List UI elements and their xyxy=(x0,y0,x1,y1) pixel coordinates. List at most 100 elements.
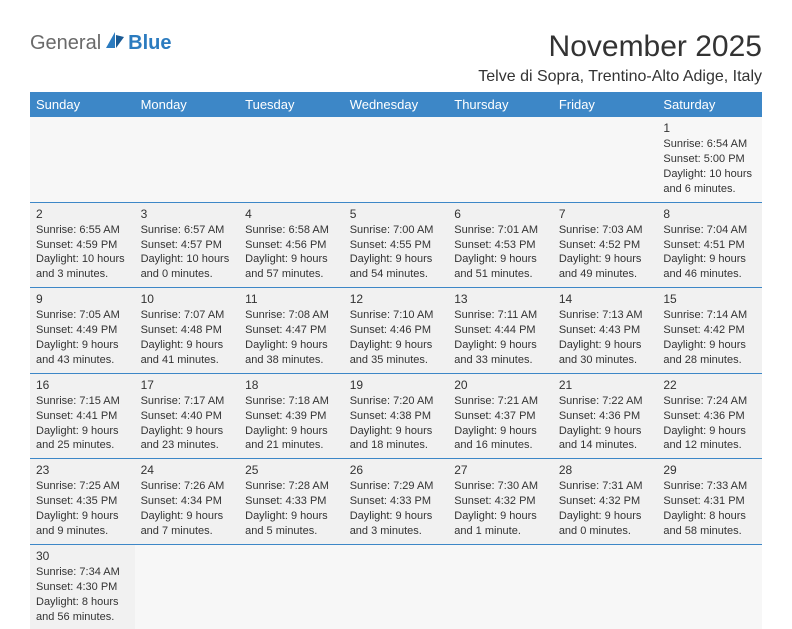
daylight-text: and 3 minutes. xyxy=(350,524,443,539)
sunset-text: Sunset: 4:42 PM xyxy=(663,323,756,338)
sunset-text: Sunset: 5:00 PM xyxy=(663,152,756,167)
sunrise-text: Sunrise: 7:26 AM xyxy=(141,479,234,494)
day-number: 2 xyxy=(36,206,129,222)
daylight-text: Daylight: 9 hours xyxy=(350,338,443,353)
calendar-day-cell: 17Sunrise: 7:17 AMSunset: 4:40 PMDayligh… xyxy=(135,373,240,459)
day-number: 30 xyxy=(36,548,129,564)
weekday-header: Friday xyxy=(553,92,658,117)
daylight-text: Daylight: 9 hours xyxy=(141,424,234,439)
daylight-text: and 18 minutes. xyxy=(350,438,443,453)
sunrise-text: Sunrise: 7:29 AM xyxy=(350,479,443,494)
calendar-week-row: 16Sunrise: 7:15 AMSunset: 4:41 PMDayligh… xyxy=(30,373,762,459)
sunrise-text: Sunrise: 7:31 AM xyxy=(559,479,652,494)
daylight-text: Daylight: 9 hours xyxy=(245,338,338,353)
sunrise-text: Sunrise: 7:33 AM xyxy=(663,479,756,494)
day-number: 6 xyxy=(454,206,547,222)
sunset-text: Sunset: 4:47 PM xyxy=(245,323,338,338)
day-number: 25 xyxy=(245,462,338,478)
calendar-day-cell: 23Sunrise: 7:25 AMSunset: 4:35 PMDayligh… xyxy=(30,459,135,545)
day-number: 4 xyxy=(245,206,338,222)
daylight-text: Daylight: 9 hours xyxy=(663,338,756,353)
daylight-text: Daylight: 9 hours xyxy=(245,252,338,267)
calendar-day-cell: 15Sunrise: 7:14 AMSunset: 4:42 PMDayligh… xyxy=(657,288,762,374)
day-number: 1 xyxy=(663,120,756,136)
calendar-week-row: 23Sunrise: 7:25 AMSunset: 4:35 PMDayligh… xyxy=(30,459,762,545)
daylight-text: and 49 minutes. xyxy=(559,267,652,282)
calendar-day-cell xyxy=(30,117,135,202)
day-number: 20 xyxy=(454,377,547,393)
daylight-text: Daylight: 9 hours xyxy=(245,424,338,439)
calendar-day-cell xyxy=(135,117,240,202)
calendar-day-cell: 16Sunrise: 7:15 AMSunset: 4:41 PMDayligh… xyxy=(30,373,135,459)
calendar-day-cell: 8Sunrise: 7:04 AMSunset: 4:51 PMDaylight… xyxy=(657,202,762,288)
daylight-text: Daylight: 9 hours xyxy=(559,424,652,439)
calendar-day-cell: 13Sunrise: 7:11 AMSunset: 4:44 PMDayligh… xyxy=(448,288,553,374)
sunrise-text: Sunrise: 7:24 AM xyxy=(663,394,756,409)
calendar-day-cell: 27Sunrise: 7:30 AMSunset: 4:32 PMDayligh… xyxy=(448,459,553,545)
daylight-text: Daylight: 9 hours xyxy=(141,338,234,353)
daylight-text: Daylight: 9 hours xyxy=(350,424,443,439)
daylight-text: and 25 minutes. xyxy=(36,438,129,453)
daylight-text: and 12 minutes. xyxy=(663,438,756,453)
sunset-text: Sunset: 4:32 PM xyxy=(559,494,652,509)
calendar-day-cell xyxy=(239,117,344,202)
sunrise-text: Sunrise: 6:58 AM xyxy=(245,223,338,238)
sunset-text: Sunset: 4:34 PM xyxy=(141,494,234,509)
sunrise-text: Sunrise: 7:10 AM xyxy=(350,308,443,323)
weekday-header: Wednesday xyxy=(344,92,449,117)
day-number: 7 xyxy=(559,206,652,222)
month-title: November 2025 xyxy=(549,30,762,64)
sunset-text: Sunset: 4:49 PM xyxy=(36,323,129,338)
calendar-day-cell: 6Sunrise: 7:01 AMSunset: 4:53 PMDaylight… xyxy=(448,202,553,288)
sunset-text: Sunset: 4:44 PM xyxy=(454,323,547,338)
daylight-text: Daylight: 9 hours xyxy=(350,252,443,267)
daylight-text: Daylight: 10 hours xyxy=(36,252,129,267)
calendar-day-cell: 11Sunrise: 7:08 AMSunset: 4:47 PMDayligh… xyxy=(239,288,344,374)
daylight-text: Daylight: 9 hours xyxy=(36,424,129,439)
daylight-text: and 51 minutes. xyxy=(454,267,547,282)
calendar-day-cell: 14Sunrise: 7:13 AMSunset: 4:43 PMDayligh… xyxy=(553,288,658,374)
daylight-text: and 28 minutes. xyxy=(663,353,756,368)
sunrise-text: Sunrise: 7:34 AM xyxy=(36,565,129,580)
sunset-text: Sunset: 4:33 PM xyxy=(350,494,443,509)
daylight-text: Daylight: 8 hours xyxy=(36,595,129,610)
day-number: 11 xyxy=(245,291,338,307)
daylight-text: Daylight: 9 hours xyxy=(454,509,547,524)
calendar-day-cell xyxy=(344,117,449,202)
calendar-week-row: 1Sunrise: 6:54 AMSunset: 5:00 PMDaylight… xyxy=(30,117,762,202)
calendar-day-cell xyxy=(553,544,658,629)
sunrise-text: Sunrise: 7:17 AM xyxy=(141,394,234,409)
daylight-text: and 57 minutes. xyxy=(245,267,338,282)
daylight-text: and 5 minutes. xyxy=(245,524,338,539)
day-number: 28 xyxy=(559,462,652,478)
day-number: 27 xyxy=(454,462,547,478)
daylight-text: Daylight: 9 hours xyxy=(141,509,234,524)
weekday-header: Thursday xyxy=(448,92,553,117)
weekday-header: Monday xyxy=(135,92,240,117)
daylight-text: and 16 minutes. xyxy=(454,438,547,453)
daylight-text: Daylight: 9 hours xyxy=(559,338,652,353)
calendar-day-cell: 22Sunrise: 7:24 AMSunset: 4:36 PMDayligh… xyxy=(657,373,762,459)
daylight-text: and 33 minutes. xyxy=(454,353,547,368)
daylight-text: Daylight: 9 hours xyxy=(559,252,652,267)
day-number: 3 xyxy=(141,206,234,222)
daylight-text: and 14 minutes. xyxy=(559,438,652,453)
daylight-text: and 41 minutes. xyxy=(141,353,234,368)
sunrise-text: Sunrise: 7:07 AM xyxy=(141,308,234,323)
calendar-day-cell: 4Sunrise: 6:58 AMSunset: 4:56 PMDaylight… xyxy=(239,202,344,288)
sunset-text: Sunset: 4:35 PM xyxy=(36,494,129,509)
day-number: 22 xyxy=(663,377,756,393)
daylight-text: Daylight: 9 hours xyxy=(454,338,547,353)
sunrise-text: Sunrise: 7:15 AM xyxy=(36,394,129,409)
day-number: 21 xyxy=(559,377,652,393)
sunset-text: Sunset: 4:33 PM xyxy=(245,494,338,509)
sunrise-text: Sunrise: 7:01 AM xyxy=(454,223,547,238)
sunrise-text: Sunrise: 7:13 AM xyxy=(559,308,652,323)
sunrise-text: Sunrise: 6:54 AM xyxy=(663,137,756,152)
day-number: 5 xyxy=(350,206,443,222)
sunrise-text: Sunrise: 7:00 AM xyxy=(350,223,443,238)
sunset-text: Sunset: 4:30 PM xyxy=(36,580,129,595)
daylight-text: and 3 minutes. xyxy=(36,267,129,282)
calendar-day-cell: 29Sunrise: 7:33 AMSunset: 4:31 PMDayligh… xyxy=(657,459,762,545)
calendar-day-cell: 7Sunrise: 7:03 AMSunset: 4:52 PMDaylight… xyxy=(553,202,658,288)
